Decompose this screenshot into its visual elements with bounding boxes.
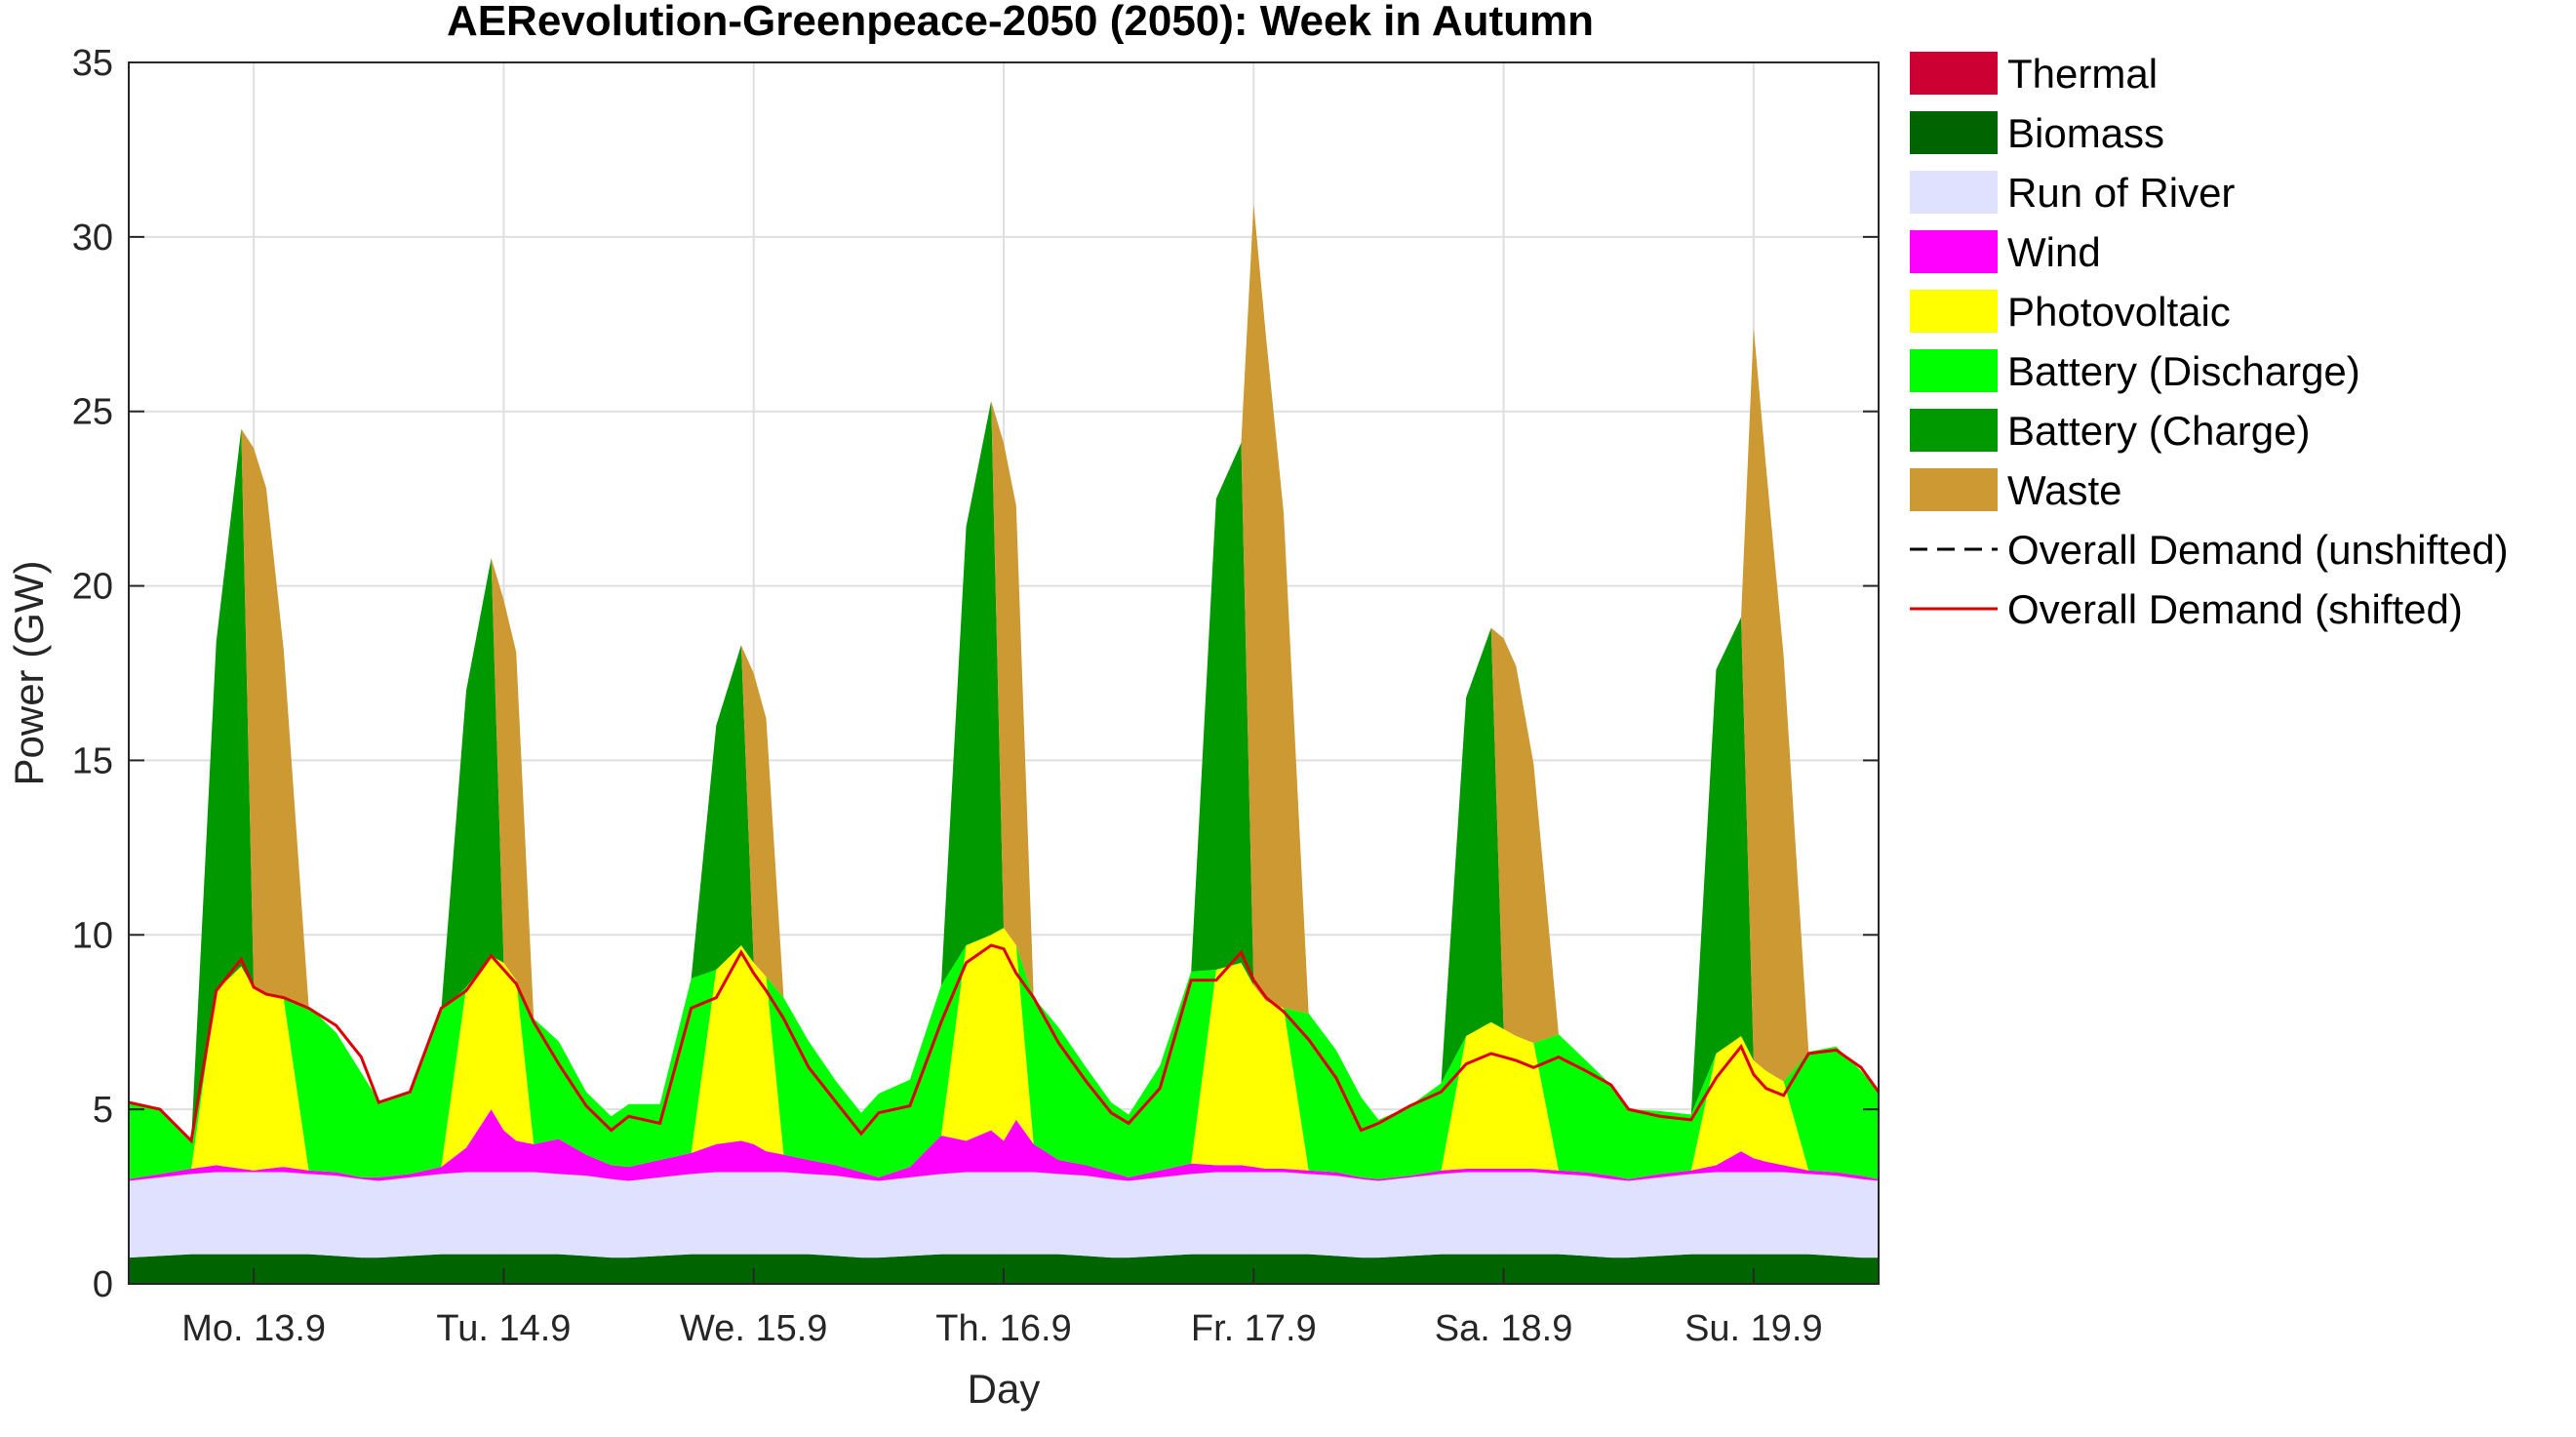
y-tick-label: 15	[72, 740, 113, 781]
x-tick-label: Mo. 13.9	[181, 1308, 326, 1349]
legend-swatch	[1910, 52, 1998, 95]
y-tick-label: 10	[72, 915, 113, 956]
legend-label: Thermal	[2007, 51, 2158, 97]
x-axis-label: Day	[968, 1366, 1041, 1412]
y-tick-label: 35	[72, 43, 113, 84]
legend: Thermal Biomass Run of River Wind Photovolta…	[1910, 51, 2509, 632]
area-run-of-river	[129, 1172, 1879, 1258]
legend-label: Waste	[2007, 467, 2121, 513]
chart-title: AERevolution-Greenpeace-2050 (2050): Wee…	[447, 0, 1594, 45]
y-tick-label: 0	[93, 1264, 113, 1305]
y-tick-label: 20	[72, 567, 113, 608]
y-tick-label: 25	[72, 392, 113, 433]
y-axis-ticks: 0 5 10 15 20 25 30 35	[72, 43, 1879, 1305]
legend-label: Battery (Charge)	[2007, 408, 2310, 454]
x-tick-label: Su. 19.9	[1684, 1308, 1823, 1349]
x-tick-label: Th. 16.9	[935, 1308, 1071, 1349]
legend-label: Biomass	[2007, 110, 2164, 156]
x-tick-label: Tu. 14.9	[436, 1308, 571, 1349]
legend-swatch	[1910, 409, 1998, 452]
y-axis-label: Power (GW)	[6, 561, 52, 786]
legend-label: Battery (Discharge)	[2007, 348, 2360, 394]
x-tick-label: Fr. 17.9	[1191, 1308, 1317, 1349]
x-tick-label: Sa. 18.9	[1435, 1308, 1573, 1349]
legend-label: Overall Demand (unshifted)	[2007, 527, 2509, 573]
area-battery-discharge	[129, 928, 1879, 1179]
legend-swatch	[1910, 171, 1998, 214]
legend-label: Run of River	[2007, 170, 2235, 216]
stacked-areas	[129, 203, 1879, 1284]
legend-swatch	[1910, 349, 1998, 392]
legend-swatch	[1910, 111, 1998, 154]
y-tick-label: 5	[93, 1090, 113, 1131]
area-battery-charge	[129, 400, 1879, 1141]
x-tick-label: We. 15.9	[680, 1308, 827, 1349]
legend-label: Overall Demand (shifted)	[2007, 586, 2463, 632]
area-waste	[129, 203, 1879, 1141]
y-tick-label: 30	[72, 218, 113, 259]
legend-label: Wind	[2007, 229, 2101, 275]
x-axis-ticks: Mo. 13.9 Tu. 14.9 We. 15.9 Th. 16.9 Fr. 17.9…	[181, 1268, 1823, 1349]
area-photovoltaic	[129, 928, 1879, 1179]
demand-lines	[128, 943, 1881, 1144]
legend-swatch	[1910, 230, 1998, 273]
legend-label: Photovoltaic	[2007, 289, 2231, 335]
legend-swatch	[1910, 290, 1998, 333]
legend-swatch	[1910, 468, 1998, 511]
area-wind	[129, 1109, 1879, 1181]
line-overall-demand-shifted	[128, 943, 1881, 1144]
